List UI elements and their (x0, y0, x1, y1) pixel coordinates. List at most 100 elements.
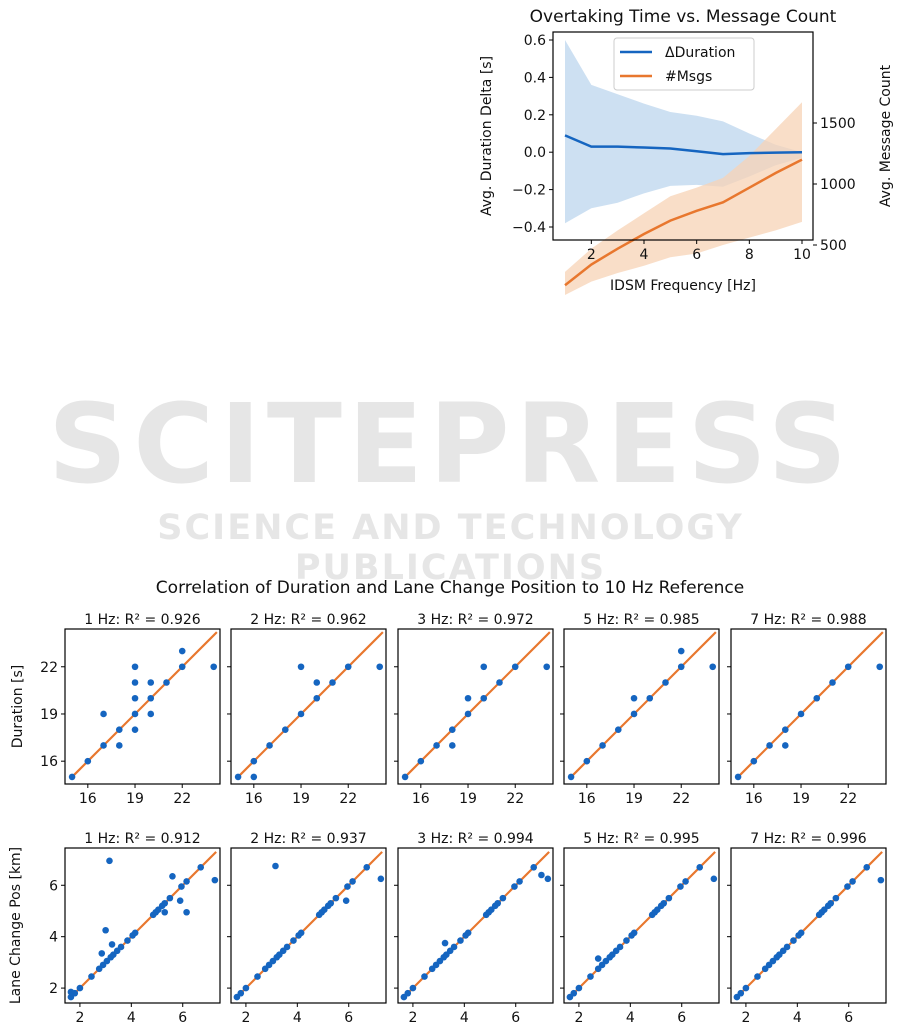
data-point (827, 899, 835, 907)
legend-label: ΔDuration (665, 45, 735, 61)
x-tick-label: 19 (459, 791, 477, 807)
data-point (147, 710, 155, 718)
data-point (797, 710, 805, 718)
data-point (329, 679, 336, 686)
data-point (783, 943, 791, 951)
data-point (665, 894, 673, 902)
data-point (183, 908, 190, 916)
data-point (543, 663, 551, 671)
data-point (297, 663, 305, 671)
data-point (115, 726, 123, 734)
x-tick-label: 10 (793, 247, 811, 263)
data-point (344, 883, 351, 890)
data-point (630, 710, 638, 718)
x-tick-label: 19 (625, 791, 643, 807)
x-tick-label: 2 (587, 247, 596, 263)
data-point (176, 897, 184, 904)
subplot-title: 1 Hz: R² = 0.926 (84, 612, 201, 628)
data-point (102, 926, 109, 934)
data-point (115, 742, 123, 749)
subplot-title: 3 Hz: R² = 0.994 (417, 831, 534, 847)
subplot: 2 Hz: R² = 0.937 2 4 6 (227, 831, 387, 1026)
y2-tick-label: 500 (820, 238, 847, 254)
data-point (163, 679, 170, 686)
data-point (327, 899, 335, 907)
data-point (583, 757, 591, 765)
data-point (877, 876, 885, 884)
x-axis-label: IDSM Frequency [Hz] (610, 278, 756, 294)
x-tick-label: 2 (75, 1010, 84, 1026)
x-tick-label: 2 (741, 1010, 750, 1026)
subplot-frame (64, 847, 221, 1004)
data-point (211, 876, 219, 884)
x-tick-label: 22 (339, 791, 357, 807)
data-point (166, 894, 174, 902)
x-tick-label: 8 (745, 247, 754, 263)
data-point (696, 863, 704, 871)
data-point (594, 955, 602, 962)
data-point (623, 937, 630, 944)
data-point (797, 929, 805, 937)
data-point (147, 679, 155, 686)
data-point (178, 883, 185, 890)
data-point (457, 937, 464, 944)
subplot-frame (397, 847, 554, 1004)
x-tick-label: 16 (79, 791, 97, 807)
data-point (630, 694, 638, 702)
data-point (813, 694, 821, 702)
data-point (131, 726, 139, 734)
data-point (183, 878, 190, 885)
x-tick-label: 19 (126, 791, 144, 807)
subplot-title: 1 Hz: R² = 0.912 (84, 831, 200, 847)
data-point (106, 857, 113, 865)
data-point (254, 973, 261, 980)
data-point (863, 863, 871, 871)
data-point (349, 878, 356, 885)
subplot-title: 2 Hz: R² = 0.962 (250, 612, 366, 628)
data-point (178, 647, 186, 655)
data-point (849, 878, 856, 885)
data-point (754, 973, 761, 980)
x-tick-label: 2 (408, 1010, 417, 1026)
y2-tick-label: 1000 (820, 177, 856, 193)
plot-frame (552, 31, 814, 241)
subplot-frame (563, 847, 720, 1004)
subplot: 3 Hz: R² = 0.972 16 19 22 (394, 612, 554, 807)
subplot-frame (230, 628, 387, 785)
data-point (575, 984, 583, 992)
data-point (98, 950, 106, 957)
x-tick-label: 22 (672, 791, 690, 807)
fit-line (71, 631, 218, 778)
data-point (464, 710, 472, 718)
x-tick-label: 19 (792, 791, 810, 807)
data-point (496, 679, 503, 686)
subplot: 7 Hz: R² = 0.996 2 4 6 (727, 831, 887, 1026)
x-tick-label: 4 (640, 247, 649, 263)
data-point (84, 757, 92, 765)
data-point (401, 773, 409, 781)
data-point (131, 694, 139, 702)
data-point (409, 984, 417, 992)
data-point (421, 973, 428, 980)
fit-line (567, 851, 716, 1000)
subplot-title: 5 Hz: R² = 0.985 (583, 612, 699, 628)
x-tick-label: 2 (241, 1010, 250, 1026)
data-point (450, 943, 458, 951)
data-point (511, 883, 518, 890)
data-point (131, 710, 139, 718)
chart-title: Overtaking Time vs. Message Count (530, 7, 837, 27)
data-point (210, 663, 218, 671)
data-point (750, 757, 758, 765)
row-y-label: Duration [s] (10, 665, 26, 748)
x-tick-label: 4 (626, 1010, 635, 1026)
x-tick-label: 16 (245, 791, 263, 807)
y-tick-label: 4 (49, 930, 58, 946)
data-point (614, 726, 622, 734)
data-point (178, 663, 186, 671)
data-point (499, 894, 507, 902)
subplot-frame (230, 847, 387, 1004)
data-point (441, 939, 449, 947)
data-point (646, 694, 654, 702)
data-point (677, 663, 685, 671)
